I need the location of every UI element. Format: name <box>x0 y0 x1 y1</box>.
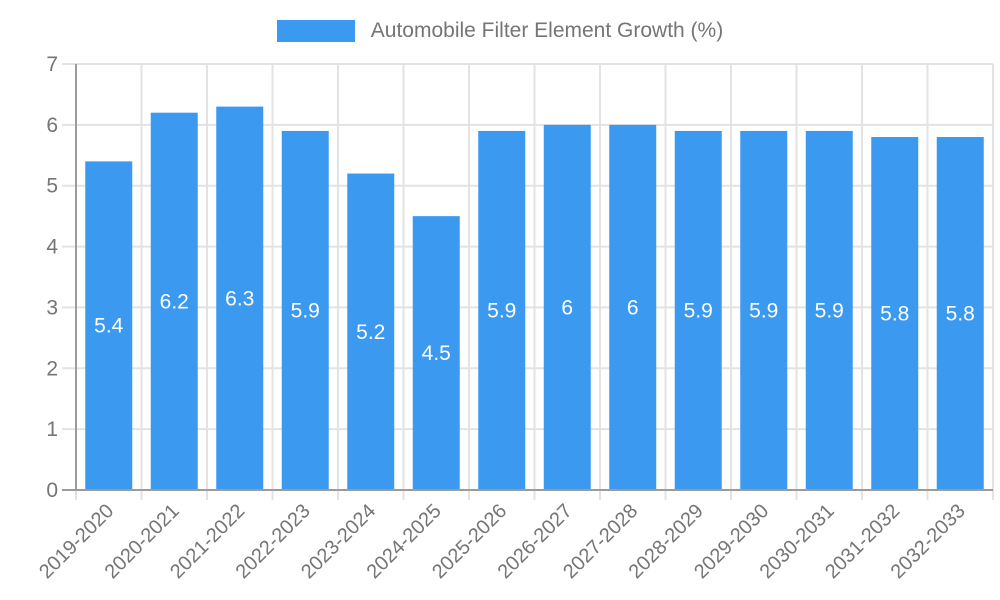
y-tick-label: 3 <box>46 296 58 319</box>
y-tick-label: 5 <box>46 175 58 198</box>
bar-value-label: 5.9 <box>291 299 320 322</box>
bar <box>216 106 264 490</box>
bar <box>805 130 853 490</box>
bar <box>150 112 198 490</box>
bar <box>543 124 591 490</box>
legend-swatch <box>276 20 355 42</box>
bar-value-label: 6 <box>561 296 573 319</box>
chart-legend[interactable]: Automobile Filter Element Growth (%) <box>0 17 1000 45</box>
y-tick-label: 4 <box>46 236 58 259</box>
y-tick-label: 1 <box>46 418 58 441</box>
bar <box>609 124 657 490</box>
bar-value-label: 5.4 <box>94 315 124 338</box>
bar <box>740 130 788 490</box>
bar-value-label: 5.9 <box>815 299 844 322</box>
bar-value-label: 6 <box>627 296 639 319</box>
y-tick-label: 0 <box>46 479 58 502</box>
bar-value-label: 4.5 <box>422 342 451 365</box>
bar-value-label: 6.3 <box>225 287 254 310</box>
y-tick-label: 7 <box>46 53 58 76</box>
bar <box>347 173 395 491</box>
y-tick-label: 2 <box>46 357 58 380</box>
bar-value-label: 5.9 <box>487 299 516 322</box>
bar-value-label: 5.8 <box>946 303 975 326</box>
bar-value-label: 5.9 <box>749 299 778 322</box>
bar <box>674 130 722 490</box>
bar <box>478 130 526 490</box>
bar <box>85 161 133 490</box>
bar-value-label: 5.2 <box>356 321 385 344</box>
bar-value-label: 5.8 <box>880 303 909 326</box>
bar <box>412 216 460 490</box>
y-tick-label: 6 <box>46 114 58 137</box>
bar-value-label: 5.9 <box>684 299 713 322</box>
bar <box>871 137 919 490</box>
bar-value-label: 6.2 <box>160 290 189 313</box>
bar <box>281 130 329 490</box>
bar <box>936 137 984 490</box>
legend-title: Automobile Filter Element Growth (%) <box>370 19 724 42</box>
